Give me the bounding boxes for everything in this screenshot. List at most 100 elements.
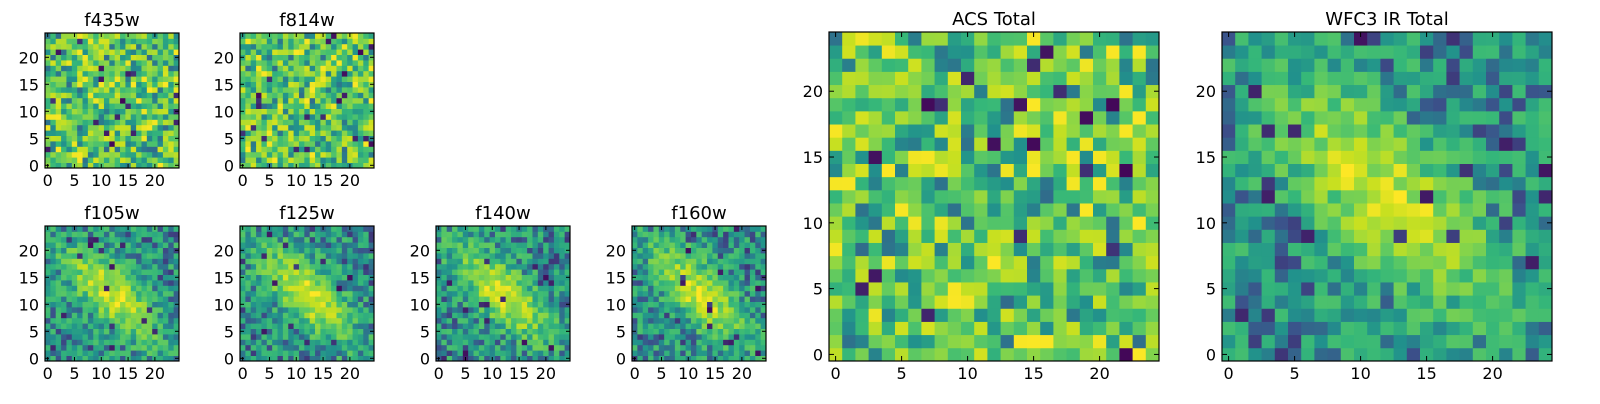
heatmap-cell bbox=[723, 296, 729, 302]
heatmap-cell bbox=[336, 329, 342, 335]
heatmap-cell bbox=[447, 231, 453, 237]
heatmap-cell bbox=[745, 323, 751, 329]
heatmap-cell bbox=[670, 285, 676, 291]
heatmap-cell bbox=[358, 226, 364, 232]
heatmap-cell bbox=[1093, 295, 1107, 309]
heatmap-cell bbox=[712, 312, 718, 318]
heatmap-cell bbox=[474, 280, 480, 286]
heatmap-cell bbox=[120, 285, 126, 291]
heatmap-cell bbox=[718, 285, 724, 291]
heatmap-cell bbox=[755, 253, 761, 259]
heatmap-cell bbox=[163, 264, 169, 270]
heatmap-cell bbox=[245, 76, 251, 82]
heatmap-cell bbox=[869, 124, 883, 138]
heatmap-cell bbox=[538, 275, 544, 281]
heatmap-cell bbox=[457, 312, 463, 318]
heatmap-cell bbox=[474, 269, 480, 275]
heatmap-cell bbox=[463, 307, 469, 313]
heatmap-cell bbox=[251, 33, 257, 39]
heatmap-cell bbox=[739, 318, 745, 324]
heatmap-cell bbox=[168, 38, 174, 44]
heatmap-cell bbox=[723, 237, 729, 243]
heatmap-cell bbox=[554, 334, 560, 340]
y-tick-label: 0 bbox=[224, 156, 234, 175]
heatmap-cell bbox=[1420, 269, 1434, 283]
heatmap-cell bbox=[109, 109, 115, 115]
heatmap-cell bbox=[299, 130, 305, 136]
heatmap-cell bbox=[1093, 177, 1107, 191]
heatmap-cell bbox=[974, 111, 988, 125]
heatmap-cell bbox=[120, 119, 126, 125]
heatmap-cell bbox=[961, 308, 975, 322]
heatmap-cell bbox=[707, 318, 713, 324]
heatmap-cell bbox=[66, 307, 72, 313]
heatmap-cell bbox=[1367, 295, 1381, 309]
heatmap-cell bbox=[331, 291, 337, 297]
heatmap-cell bbox=[331, 141, 337, 147]
heatmap-cell bbox=[363, 76, 369, 82]
heatmap-cell bbox=[283, 33, 289, 39]
heatmap-cell bbox=[261, 318, 267, 324]
x-tick-label: 20 bbox=[1089, 364, 1109, 383]
heatmap-cell bbox=[1093, 124, 1107, 138]
heatmap-cell bbox=[66, 285, 72, 291]
heatmap-cell bbox=[342, 237, 348, 243]
heatmap-cell bbox=[147, 329, 153, 335]
heatmap-cell bbox=[921, 98, 935, 112]
heatmap-cell bbox=[152, 49, 158, 55]
heatmap-cell bbox=[278, 248, 284, 254]
heatmap-cell bbox=[163, 76, 169, 82]
heatmap-cell bbox=[637, 285, 643, 291]
heatmap-cell bbox=[141, 125, 147, 131]
heatmap-cell bbox=[288, 253, 294, 259]
heatmap-cell bbox=[1146, 45, 1160, 59]
heatmap-cell bbox=[251, 152, 257, 158]
heatmap-cell bbox=[1093, 98, 1107, 112]
heatmap-cell bbox=[251, 146, 257, 152]
heatmap-cell bbox=[718, 339, 724, 345]
heatmap-cell bbox=[45, 237, 51, 243]
heatmap-cell bbox=[457, 275, 463, 281]
heatmap-cell bbox=[728, 280, 734, 286]
heatmap-cell bbox=[948, 58, 962, 72]
heatmap-cell bbox=[543, 237, 549, 243]
heatmap-cell bbox=[125, 329, 131, 335]
heatmap-cell bbox=[120, 87, 126, 93]
heatmap-cell bbox=[670, 291, 676, 297]
heatmap-cell bbox=[353, 269, 359, 275]
heatmap-cell bbox=[755, 329, 761, 335]
heatmap-cell bbox=[1248, 243, 1262, 257]
heatmap-cell bbox=[283, 280, 289, 286]
heatmap-cell bbox=[718, 226, 724, 232]
panel-title: f160w bbox=[671, 203, 726, 224]
heatmap-cell bbox=[908, 45, 922, 59]
heatmap-cell bbox=[272, 280, 278, 286]
heatmap-cell bbox=[538, 339, 544, 345]
heatmap-cell bbox=[261, 296, 267, 302]
heatmap-cell bbox=[141, 157, 147, 163]
heatmap-cell bbox=[1040, 190, 1054, 204]
heatmap-cell bbox=[750, 248, 756, 254]
heatmap-cell bbox=[1486, 335, 1500, 349]
heatmap-cell bbox=[632, 237, 638, 243]
heatmap-cell bbox=[1106, 71, 1120, 85]
heatmap-cell bbox=[261, 49, 267, 55]
heatmap-cell bbox=[77, 339, 83, 345]
heatmap-cell bbox=[299, 231, 305, 237]
heatmap-cell bbox=[315, 157, 321, 163]
heatmap-cell bbox=[104, 269, 110, 275]
heatmap-cell bbox=[516, 269, 522, 275]
heatmap-cell bbox=[1354, 308, 1368, 322]
heatmap-cell bbox=[1027, 150, 1041, 164]
heatmap-cell bbox=[1053, 256, 1067, 270]
heatmap-cell bbox=[256, 87, 262, 93]
heatmap-cell bbox=[1301, 269, 1315, 283]
heatmap-cell bbox=[961, 137, 975, 151]
heatmap-cell bbox=[320, 269, 326, 275]
heatmap-cell bbox=[163, 253, 169, 259]
heatmap-cell bbox=[484, 350, 490, 356]
heatmap-cell bbox=[347, 119, 353, 125]
heatmap-cell bbox=[745, 312, 751, 318]
heatmap-cell bbox=[278, 275, 284, 281]
heatmap-cell bbox=[987, 45, 1001, 59]
